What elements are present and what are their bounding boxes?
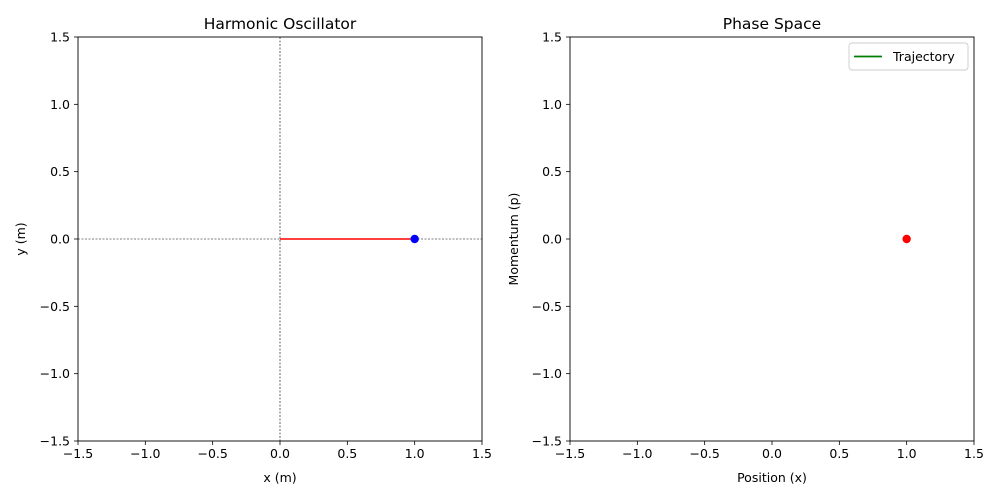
data-point xyxy=(410,234,419,244)
legend-box xyxy=(848,42,969,71)
y-tick-label: −0.5 xyxy=(40,299,70,314)
chart-2: −1.5 −1.0 −0.5 0.0 0.5 1.0 1.5 −1.5 −1.0 −0.5 0.0 0… xyxy=(506,15,984,485)
x-tick-label: 0.0 xyxy=(270,446,290,461)
x-tick-label: 1.0 xyxy=(897,446,917,461)
x-tick-label: 0.0 xyxy=(762,446,782,461)
y-tick-label: −0.5 xyxy=(532,299,562,314)
x-tick-label: −0.5 xyxy=(689,446,719,461)
legend-label: Trajectory xyxy=(892,49,955,64)
x-tick-label: −1.5 xyxy=(555,446,585,461)
data-point xyxy=(902,234,911,244)
x-tick-label: 1.5 xyxy=(472,446,492,461)
x-tick-label: 1.0 xyxy=(405,446,425,461)
y-tick-label: 1.5 xyxy=(50,30,70,45)
y-tick-label: −1.0 xyxy=(40,366,70,381)
y-tick-label: 0.5 xyxy=(50,164,70,179)
x-tick-label: −0.5 xyxy=(197,446,227,461)
x-tick-label: −1.0 xyxy=(622,446,652,461)
chart-title: Phase Space xyxy=(723,15,821,33)
y-tick-label: 0.0 xyxy=(50,232,70,247)
chart-title: Harmonic Oscillator xyxy=(204,15,357,33)
x-tick-label: −1.5 xyxy=(63,446,93,461)
y-tick-label: 1.0 xyxy=(50,97,70,112)
y-tick-label: 0.5 xyxy=(542,164,562,179)
y-axis-label: y (m) xyxy=(13,222,28,255)
plot-area-frame xyxy=(569,36,975,442)
x-tick-label: 0.5 xyxy=(829,446,849,461)
y-tick-label: −1.5 xyxy=(532,434,562,449)
legend: Trajectory xyxy=(848,42,969,71)
x-axis-label: Position (x) xyxy=(737,470,807,485)
x-tick-label: 1.5 xyxy=(964,446,984,461)
y-tick-label: 1.0 xyxy=(542,97,562,112)
y-tick-label: 0.0 xyxy=(542,232,562,247)
y-tick-label: −1.0 xyxy=(532,366,562,381)
y-tick-label: −1.5 xyxy=(40,434,70,449)
x-tick-label: 0.5 xyxy=(337,446,357,461)
y-tick-label: 1.5 xyxy=(542,30,562,45)
x-axis-label: x (m) xyxy=(263,470,296,485)
chart-1: −1.5 −1.0 −0.5 0.0 0.5 1.0 1.5 −1.5 −1.0 −0.5 0.0 0… xyxy=(13,15,492,485)
x-tick-label: −1.0 xyxy=(130,446,160,461)
y-axis-label: Momentum (p) xyxy=(506,193,521,286)
